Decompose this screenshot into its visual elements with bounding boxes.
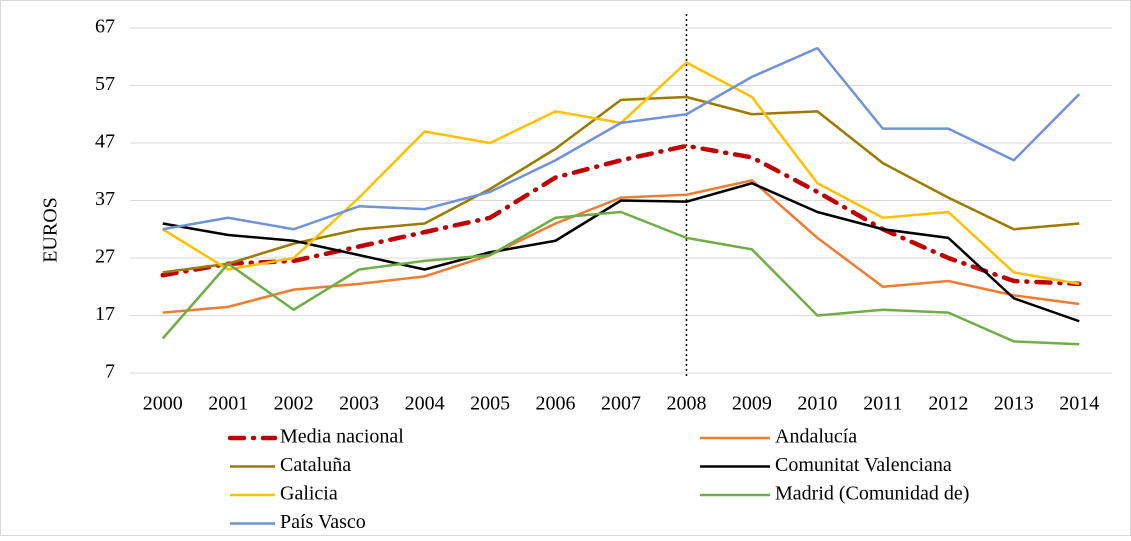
x-tick-label: 2013: [994, 393, 1034, 415]
series-line: [160, 143, 1082, 287]
x-tick-label: 2014: [1059, 393, 1099, 415]
legend-label: Comunitat Valenciana: [775, 454, 952, 476]
legend-label: Andalucía: [775, 426, 857, 448]
y-tick-label: 47: [95, 131, 115, 153]
x-tick-label: 2000: [143, 393, 183, 415]
legend-label: Madrid (Comunidad de): [775, 483, 969, 505]
legend-label: Cataluña: [280, 454, 351, 476]
x-tick-label: 2001: [208, 393, 248, 415]
y-tick-label: 37: [95, 188, 115, 210]
series-line: [162, 182, 1080, 323]
y-tick-label: 67: [95, 16, 115, 38]
y-tick-label: 57: [95, 73, 115, 95]
series-line: [162, 179, 1080, 314]
x-tick-label: 2009: [732, 393, 772, 415]
y-tick-label: 7: [105, 361, 115, 383]
series-line: [162, 46, 1081, 231]
y-tick-label: 17: [95, 303, 115, 325]
y-axis-label: EUROS: [40, 197, 62, 263]
legend-label: País Vasco: [280, 511, 366, 533]
x-tick-label: 2006: [536, 393, 576, 415]
series-line: [161, 210, 1080, 346]
x-tick-label: 2002: [274, 393, 314, 415]
x-tick-label: 2008: [666, 393, 706, 415]
x-tick-label: 2004: [405, 393, 445, 415]
x-tick-label: 2003: [339, 393, 379, 415]
legend-label: Galicia: [280, 483, 338, 505]
x-tick-label: 2007: [601, 393, 641, 415]
x-tick-label: 2005: [470, 393, 510, 415]
x-tick-label: 2011: [863, 393, 902, 415]
y-tick-label: 27: [95, 246, 115, 268]
legend-label: Media nacional: [280, 426, 404, 448]
x-tick-label: 2010: [797, 393, 837, 415]
x-tick-label: 2012: [928, 393, 968, 415]
